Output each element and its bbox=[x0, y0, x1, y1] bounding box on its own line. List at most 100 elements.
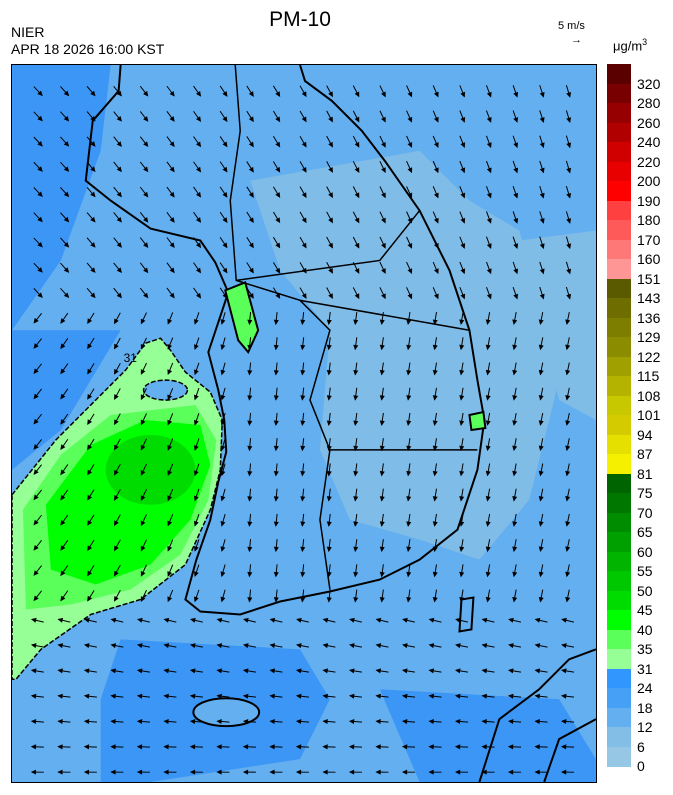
pm10-map: 31 bbox=[11, 64, 597, 783]
legend-swatch bbox=[607, 161, 631, 182]
wind-arrow-head bbox=[114, 469, 119, 476]
wind-arrow-head bbox=[167, 419, 173, 426]
wind-arrow-head bbox=[565, 344, 571, 351]
wind-arrow-head bbox=[459, 319, 465, 326]
unit-label: μg/m3 bbox=[613, 37, 647, 53]
wind-arrow-head bbox=[87, 318, 93, 325]
wind-arrow-head bbox=[328, 116, 333, 123]
wind-arrow-head bbox=[486, 192, 492, 199]
wind-arrow-head bbox=[57, 718, 63, 725]
wind-arrow-head bbox=[163, 769, 169, 775]
legend-swatch bbox=[607, 493, 631, 513]
wind-arrow-head bbox=[296, 643, 302, 649]
legend-label: 160 bbox=[637, 251, 661, 267]
wind-arrow-head bbox=[328, 242, 333, 249]
legend-swatch bbox=[607, 376, 631, 396]
wind-arrow-head bbox=[561, 693, 567, 699]
wind-arrow-head bbox=[110, 617, 117, 623]
wind-arrow-head bbox=[33, 317, 39, 324]
legend-label: 35 bbox=[637, 641, 653, 657]
wind-arrow-head bbox=[269, 617, 276, 623]
wind-arrow-head bbox=[538, 546, 544, 553]
wind-arrow-head bbox=[163, 744, 169, 750]
wind-arrow-head bbox=[407, 192, 413, 199]
wind-arrow-head bbox=[169, 191, 175, 198]
wind-arrow-head bbox=[295, 744, 302, 750]
wind-arrow-head bbox=[538, 319, 544, 325]
wind-arrow-head bbox=[539, 243, 545, 250]
wind-arrow-head bbox=[114, 394, 119, 400]
wind-arrow-head bbox=[216, 617, 223, 623]
wind-arrow-head bbox=[273, 546, 279, 553]
wind-arrow-head bbox=[193, 571, 199, 578]
wind-arrow-head bbox=[538, 521, 544, 527]
legend-label: 31 bbox=[637, 660, 653, 677]
wind-arrow-head bbox=[379, 496, 385, 502]
wind-arrow-head bbox=[247, 546, 253, 553]
wind-arrow-head bbox=[375, 718, 381, 725]
wind-arrow-head bbox=[566, 218, 572, 224]
wind-arrow-head bbox=[60, 368, 66, 375]
wind-arrow-head bbox=[116, 292, 122, 299]
wind-arrow-head bbox=[375, 668, 382, 674]
wind-arrow-head bbox=[560, 744, 567, 750]
legend-swatch bbox=[607, 181, 631, 201]
wind-arrow-head bbox=[322, 718, 328, 725]
wind-arrow-head bbox=[432, 596, 438, 603]
wind-arrow-head bbox=[486, 91, 492, 98]
wind-arrow-head bbox=[195, 292, 202, 299]
wind-arrow-head bbox=[300, 420, 306, 426]
wind-arrow-head bbox=[242, 744, 249, 750]
wind-arrow-head bbox=[513, 243, 519, 250]
wind-arrow-head bbox=[63, 191, 70, 198]
wind-arrow-head bbox=[407, 268, 413, 275]
wind-arrow-head bbox=[140, 318, 146, 325]
wind-arrow-head bbox=[248, 116, 254, 123]
wind-arrow-head bbox=[512, 319, 518, 325]
legend-label: 220 bbox=[637, 153, 661, 170]
wind-arrow-head bbox=[136, 744, 143, 750]
wind-arrow-head bbox=[167, 369, 173, 376]
wind-arrow-head bbox=[143, 191, 149, 198]
legend-swatch bbox=[607, 83, 631, 104]
wind-arrow-head bbox=[247, 370, 253, 376]
wind-arrow-head bbox=[326, 597, 332, 603]
legend-swatch bbox=[607, 610, 631, 630]
wind-arrow-head bbox=[163, 718, 169, 725]
wind-arrow-head bbox=[300, 445, 306, 452]
wind-arrow-head bbox=[87, 368, 93, 375]
wind-arrow-head bbox=[169, 166, 175, 173]
wind-arrow-head bbox=[114, 368, 119, 375]
wind-arrow-head bbox=[301, 192, 307, 199]
wind-arrow-head bbox=[301, 116, 307, 123]
legend-swatch bbox=[607, 649, 631, 669]
wind-arrow-head bbox=[539, 91, 545, 98]
wind-arrow-head bbox=[354, 242, 360, 249]
wind-arrow-head bbox=[486, 167, 492, 174]
wind-arrow-head bbox=[381, 293, 386, 300]
wind-arrow-head bbox=[326, 521, 332, 527]
wind-arrow-head bbox=[432, 369, 438, 376]
wind-arrow-head bbox=[428, 668, 435, 674]
legend-label: 136 bbox=[637, 309, 661, 326]
wind-arrow-head bbox=[33, 418, 39, 425]
wind-arrow-head bbox=[459, 496, 465, 502]
wind-arrow-head bbox=[348, 744, 355, 750]
wind-arrow-head bbox=[60, 545, 66, 551]
wind-arrow-head bbox=[273, 445, 279, 452]
wind-arrow-head bbox=[143, 242, 149, 248]
legend-label: 129 bbox=[637, 329, 661, 345]
wind-arrow-head bbox=[83, 643, 90, 649]
legend-label: 122 bbox=[637, 348, 661, 365]
legend-swatch bbox=[607, 103, 631, 123]
wind-arrow-head bbox=[33, 393, 39, 400]
wind-arrow-head bbox=[565, 546, 571, 553]
legend-label: 87 bbox=[637, 446, 653, 462]
wind-arrow-head bbox=[538, 369, 544, 376]
wind-arrow-head bbox=[33, 494, 39, 501]
legend-swatch bbox=[607, 64, 631, 84]
wind-arrow-head bbox=[216, 668, 223, 674]
wind-arrow-head bbox=[406, 344, 412, 351]
legend-swatch bbox=[607, 571, 631, 591]
wind-arrow-head bbox=[222, 242, 228, 249]
